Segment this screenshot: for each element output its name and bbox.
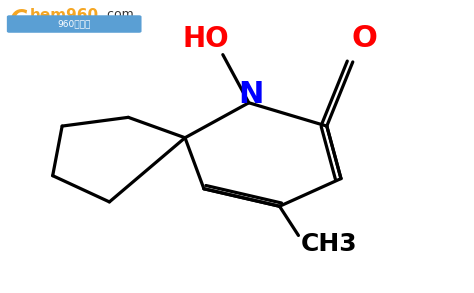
Text: O: O xyxy=(352,24,378,53)
Text: N: N xyxy=(238,79,264,108)
Text: hem960: hem960 xyxy=(30,8,99,23)
Text: .com: .com xyxy=(104,8,135,21)
Text: HO: HO xyxy=(183,25,229,53)
FancyBboxPatch shape xyxy=(7,15,142,33)
Text: 960化工网: 960化工网 xyxy=(57,19,91,28)
Text: CH3: CH3 xyxy=(301,232,357,256)
Text: C: C xyxy=(9,8,27,32)
